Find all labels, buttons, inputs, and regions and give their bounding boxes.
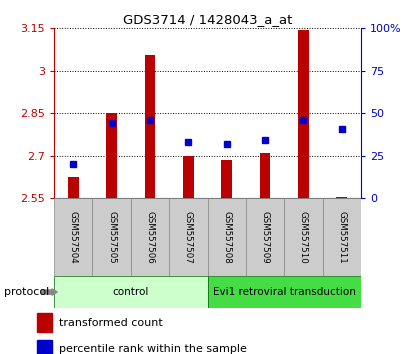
Bar xyxy=(246,198,284,276)
Bar xyxy=(183,156,194,198)
Bar xyxy=(208,276,361,308)
Bar xyxy=(37,313,52,332)
Bar xyxy=(169,198,208,276)
Text: GSM557504: GSM557504 xyxy=(68,211,78,264)
Bar xyxy=(54,198,92,276)
Text: control: control xyxy=(112,287,149,297)
Bar xyxy=(208,198,246,276)
Text: GSM557506: GSM557506 xyxy=(145,211,154,264)
Bar xyxy=(284,198,323,276)
Text: transformed count: transformed count xyxy=(59,318,163,328)
Bar xyxy=(54,276,208,308)
Bar xyxy=(221,160,232,198)
Bar xyxy=(323,198,361,276)
Text: GSM557509: GSM557509 xyxy=(261,211,270,263)
Bar xyxy=(131,198,169,276)
Bar xyxy=(106,113,117,198)
Bar xyxy=(298,30,309,198)
Text: percentile rank within the sample: percentile rank within the sample xyxy=(59,344,247,354)
Text: protocol: protocol xyxy=(4,287,49,297)
Text: GSM557511: GSM557511 xyxy=(337,211,347,264)
Text: Evi1 retroviral transduction: Evi1 retroviral transduction xyxy=(213,287,356,297)
Bar xyxy=(260,153,271,198)
Bar xyxy=(337,197,347,198)
Bar xyxy=(37,340,52,354)
Bar xyxy=(68,177,78,198)
Title: GDS3714 / 1428043_a_at: GDS3714 / 1428043_a_at xyxy=(123,13,292,26)
Text: GSM557510: GSM557510 xyxy=(299,211,308,264)
Bar xyxy=(144,55,155,198)
Bar xyxy=(93,198,131,276)
Text: GSM557505: GSM557505 xyxy=(107,211,116,264)
Text: GSM557508: GSM557508 xyxy=(222,211,231,264)
Text: GSM557507: GSM557507 xyxy=(184,211,193,264)
